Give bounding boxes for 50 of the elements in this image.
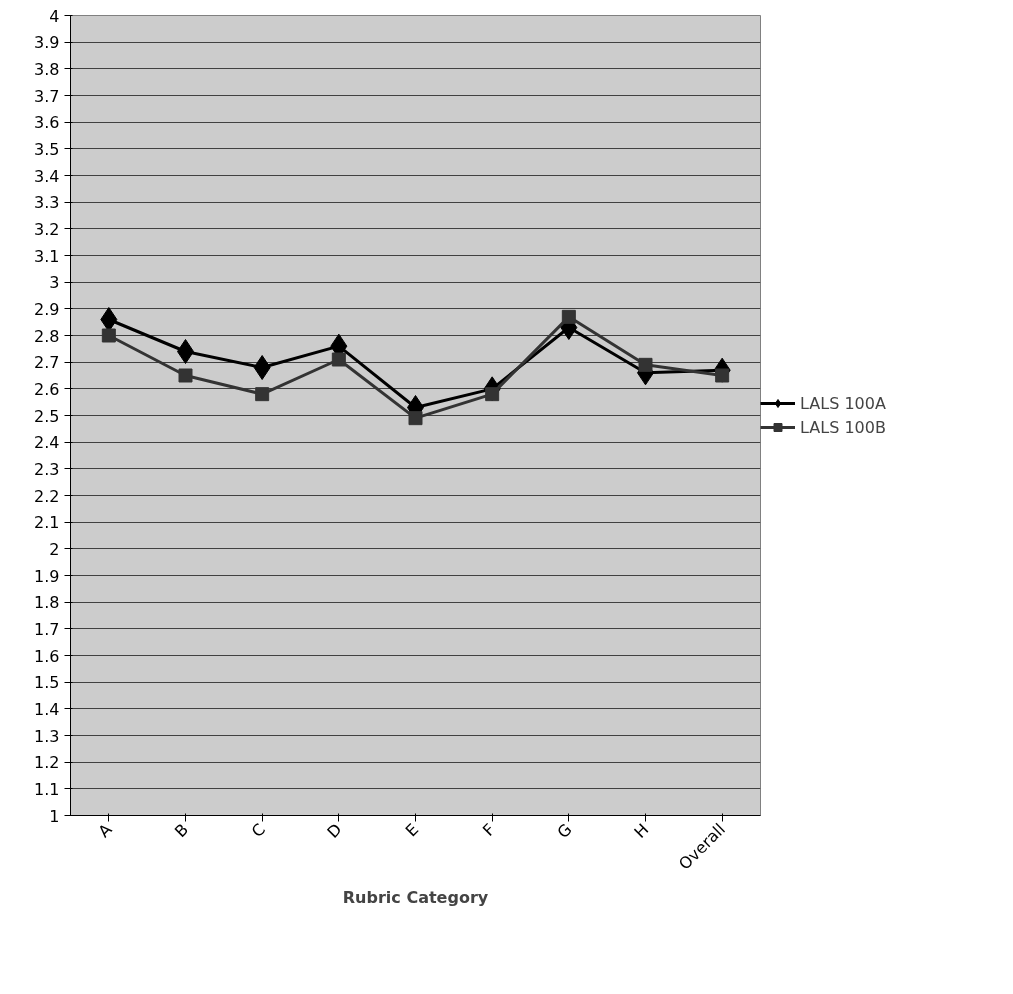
legend-label: LALS 100A	[800, 393, 886, 413]
y-tick-label: 2.3	[34, 459, 60, 479]
y-tick-label: 1.7	[34, 619, 60, 639]
y-tick-label: 2.1	[34, 513, 60, 533]
y-tick-label: 1.6	[34, 646, 60, 666]
y-tick-label: 2	[49, 539, 60, 559]
y-tick-label: 3.3	[34, 193, 60, 213]
point	[253, 355, 271, 380]
point	[255, 387, 270, 402]
point	[331, 352, 346, 367]
y-tick-label: 2.5	[34, 406, 60, 426]
y-tick-label: 3.9	[34, 33, 60, 53]
y-tick-label: 1.8	[34, 593, 60, 613]
y-tick-label: 2.2	[34, 486, 60, 506]
x-axis-title: Rubric Category	[342, 888, 489, 908]
x-tick-label: D	[323, 819, 346, 842]
y-tick-label: 1.9	[34, 566, 60, 586]
y-tick-label: 2.6	[34, 379, 60, 399]
y-tick-label: 3	[49, 273, 60, 293]
y-tick-label: 1.3	[34, 726, 60, 746]
x-tick-label: G	[553, 819, 576, 842]
y-tick-label: 3.5	[34, 139, 60, 159]
y-tick-label: 1.4	[34, 699, 60, 719]
y-tick-label: 3.7	[34, 86, 60, 106]
y-tick-label: 3.4	[34, 166, 60, 186]
point	[101, 328, 116, 343]
point	[638, 357, 653, 372]
y-tick-label: 1	[49, 806, 60, 826]
y-tick-label: 1.2	[34, 753, 60, 773]
legend-label: LALS 100B	[800, 417, 886, 437]
x-tick-label: H	[630, 819, 653, 842]
x-tick-label: F	[478, 819, 499, 840]
x-tick-label: B	[171, 819, 193, 841]
x-tick-label: C	[247, 819, 269, 842]
y-tick-label: 2.4	[34, 433, 60, 453]
y-tick-label: 1.5	[34, 673, 60, 693]
point	[561, 309, 576, 324]
x-tick-label: E	[401, 819, 423, 841]
x-tick-label: A	[94, 819, 116, 841]
y-tick-label: 3.6	[34, 113, 60, 133]
y-tick-label: 1.1	[34, 779, 60, 799]
y-tick-label: 2.7	[34, 353, 60, 373]
y-tick-label: 2.8	[34, 326, 60, 346]
y-tick-label: 3.8	[34, 59, 60, 79]
y-tick-label: 3.1	[34, 246, 60, 266]
y-tick-label: 2.9	[34, 299, 60, 319]
point	[178, 368, 193, 383]
point	[408, 411, 423, 426]
y-tick-label: 4	[49, 6, 60, 26]
y-tick-label: 3.2	[34, 219, 60, 239]
